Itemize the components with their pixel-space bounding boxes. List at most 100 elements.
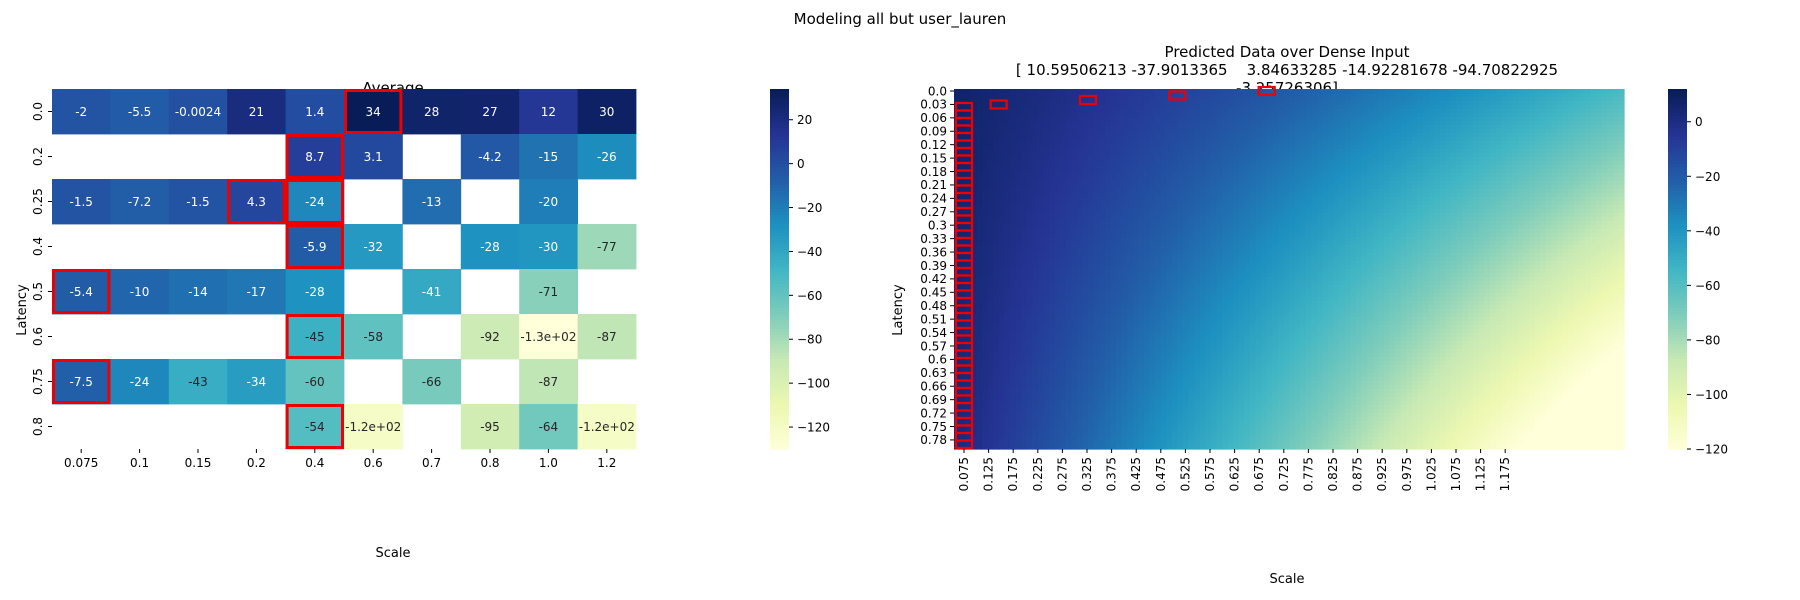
dense-cell (1573, 241, 1580, 246)
dense-cell (1249, 89, 1257, 94)
dense-cell (1417, 229, 1424, 234)
average-heatmap-x-ticks: 0.075 0.1 0.15 0.2 0.4 0.6 0.7 0.8 1.0 1.2 (64, 449, 616, 470)
dense-cell (1417, 241, 1424, 246)
dense-cell (1138, 225, 1145, 230)
dense-cell (1557, 137, 1564, 142)
dense-cell (1417, 161, 1424, 166)
dense-cell (1501, 205, 1508, 210)
dense-cell (1121, 157, 1128, 162)
dense-cell (1573, 177, 1580, 182)
dense-cell (1562, 225, 1569, 230)
dense-cell (1004, 149, 1011, 154)
dense-cell (1060, 125, 1067, 130)
dense-cell (1478, 205, 1486, 210)
dense-cell (1467, 185, 1474, 190)
heatmap-cell (460, 314, 520, 360)
dense-cell (1155, 209, 1162, 214)
dense-cell (1579, 197, 1586, 202)
dense-cell (1216, 201, 1223, 206)
dense-cell (1283, 125, 1290, 130)
dense-cell (1283, 237, 1290, 242)
dense-cell (1328, 165, 1335, 170)
dense-cell (1406, 97, 1413, 102)
heatmap-cell-label: -1.3e+02 (520, 330, 576, 344)
dense-cell (1579, 173, 1586, 178)
dense-cell (1289, 177, 1296, 182)
dense-cell (1456, 121, 1463, 126)
dense-cell (965, 137, 972, 142)
dense-cell (976, 97, 983, 102)
dense-cell (1445, 201, 1452, 206)
dense-cell (1037, 153, 1044, 158)
dense-cell (1350, 197, 1357, 202)
dense-cell (1383, 133, 1391, 138)
dense-cell (1490, 125, 1497, 130)
dense-cell (1032, 217, 1039, 222)
dense-cell (970, 153, 977, 158)
dense-cell (1584, 201, 1592, 206)
dense-cell (1021, 193, 1028, 198)
dense-cell (1478, 145, 1486, 150)
dense-cell (1473, 101, 1480, 106)
dense-cell (1523, 169, 1530, 174)
dense-cell (1099, 229, 1106, 234)
dense-cell (1093, 161, 1100, 166)
dense-cell (1316, 217, 1324, 222)
dense-cell (1065, 129, 1072, 134)
dense-cell (1495, 101, 1502, 106)
dense-cell (1344, 173, 1352, 178)
dense-cell (1099, 93, 1106, 98)
dense-cell (1115, 189, 1123, 194)
dense-cell (1071, 133, 1078, 138)
dense-cell (1244, 141, 1251, 146)
dense-cell (1316, 157, 1324, 162)
dense-cell (1138, 185, 1145, 190)
dense-cell (1523, 101, 1530, 106)
dense-cell (1383, 197, 1391, 202)
dense-cell (1434, 177, 1441, 182)
dense-cell (1562, 197, 1569, 202)
dense-cell (1266, 193, 1273, 198)
dense-cell (1540, 169, 1547, 174)
dense-cell (1004, 209, 1011, 214)
dense-cell (1009, 177, 1017, 182)
dense-cell (1439, 125, 1446, 130)
dense-cell (1344, 129, 1352, 134)
dense-cell (1004, 165, 1011, 170)
dense-cell (1596, 229, 1603, 234)
dense-cell (1272, 205, 1279, 210)
dense-cell (1551, 225, 1558, 230)
dense-cell (1356, 89, 1363, 94)
dense-cell (1512, 153, 1519, 158)
dense-cell (1082, 141, 1089, 146)
dense-cell (1032, 137, 1039, 142)
dense-cell (1104, 121, 1111, 126)
dense-cell (1104, 129, 1111, 134)
dense-cell (1222, 209, 1229, 214)
dense-cell (1551, 165, 1558, 170)
dense-cell (1573, 113, 1580, 118)
dense-cell (1545, 241, 1553, 246)
dense-cell (1238, 197, 1245, 202)
dense-cell (1333, 205, 1340, 210)
dense-cell (1311, 133, 1318, 138)
average-colorbar-gradient-band (770, 314, 789, 318)
dense-cell (1216, 197, 1223, 202)
dense-cell (1395, 217, 1402, 222)
dense-cell (1104, 153, 1111, 158)
dense-cell (1584, 129, 1592, 134)
dense-cell (1199, 205, 1206, 210)
dense-cell (1026, 201, 1033, 206)
dense-cell (1199, 153, 1206, 158)
dense-cell (1048, 217, 1056, 222)
dense-cell (1584, 157, 1592, 162)
dense-cell (1104, 105, 1111, 110)
dense-cell (1115, 173, 1123, 178)
dense-cell (1188, 93, 1195, 98)
dense-cell (1344, 109, 1352, 114)
dense-cell (1177, 197, 1184, 202)
dense-cell (1551, 153, 1558, 158)
dense-cell (1534, 105, 1541, 110)
dense-cell (1093, 133, 1100, 138)
dense-cell (1423, 193, 1430, 198)
